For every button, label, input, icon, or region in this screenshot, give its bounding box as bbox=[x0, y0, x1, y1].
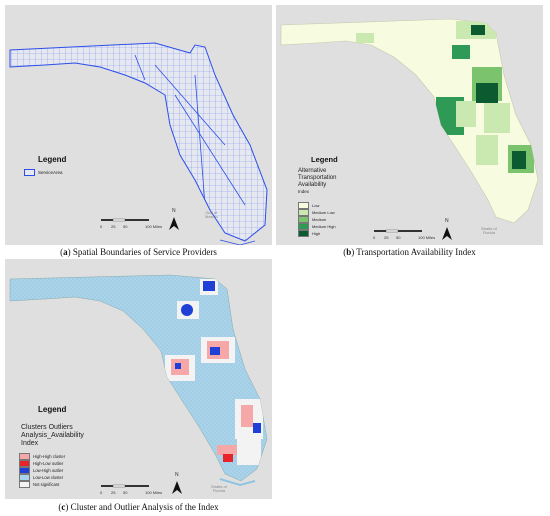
north-label: N bbox=[445, 218, 449, 224]
north-arrow-icon bbox=[172, 481, 182, 494]
legend-subtitle-line: Analysis_Availability bbox=[21, 432, 84, 440]
scale-bar bbox=[101, 484, 149, 488]
legend-item: Low-High outlier bbox=[19, 467, 63, 474]
florida-map-cluster-outlier bbox=[9, 274, 268, 487]
legend-label: Medium High bbox=[312, 224, 336, 229]
legend-item: High-Low outlier bbox=[19, 460, 63, 467]
scale-tick: 25 bbox=[111, 490, 116, 495]
legend-subtitle-line: Availability bbox=[298, 181, 327, 188]
legend-subtitle: Clusters Outliers Analysis_Availability … bbox=[21, 424, 84, 448]
scale-tick: 25 bbox=[384, 235, 389, 240]
legend-swatch bbox=[19, 460, 30, 467]
legend-label: Medium Low bbox=[312, 210, 335, 215]
place-label-line: Gulf of bbox=[205, 210, 218, 215]
legend-label: Medium bbox=[312, 217, 327, 222]
legend-swatch bbox=[19, 467, 30, 474]
legend-item: Medium Low bbox=[298, 209, 335, 216]
place-label-line: Florida bbox=[212, 488, 226, 494]
caption-letter: (c) bbox=[58, 502, 69, 512]
caption-letter: (a) bbox=[60, 247, 71, 257]
legend-item: Low-Low cluster bbox=[19, 474, 63, 481]
place-label: Straits of Florida bbox=[481, 226, 497, 236]
legend-item: High-High cluster bbox=[19, 453, 65, 460]
legend-label: Low-Low cluster bbox=[33, 475, 64, 480]
legend-label: ServiceArea bbox=[38, 170, 63, 175]
map-panel-a: Legend ServiceArea 0 25 50 100 Miles N bbox=[5, 5, 272, 245]
scale-bar bbox=[101, 218, 149, 222]
caption-b: (b) Transportation Availability Index bbox=[276, 247, 543, 257]
place-label: Gulf of Mexico bbox=[205, 210, 218, 220]
legend-item: Medium bbox=[298, 216, 326, 223]
caption-text: Cluster and Outlier Analysis of the Inde… bbox=[70, 502, 219, 512]
north-arrow-icon bbox=[442, 227, 452, 240]
legend-label: High-Low outlier bbox=[33, 461, 64, 466]
legend-swatch bbox=[298, 202, 309, 209]
caption-text: Transportation Availability Index bbox=[356, 247, 476, 257]
map-panel-b: Legend Alternative Transportation Availa… bbox=[276, 5, 543, 245]
legend-swatch bbox=[19, 453, 30, 460]
legend-subtitle-line: Alternative bbox=[298, 168, 327, 174]
legend-subtitle-line: Transportation bbox=[298, 174, 337, 181]
place-label-line: Straits of bbox=[211, 484, 227, 489]
legend-title: Legend bbox=[311, 155, 338, 164]
scale-tick: 50 bbox=[123, 224, 128, 229]
legend-item: Medium High bbox=[298, 223, 336, 230]
legend-item: High bbox=[298, 230, 320, 237]
legend-swatch bbox=[298, 230, 309, 237]
scale-tick: 50 bbox=[396, 235, 401, 240]
north-label: N bbox=[172, 208, 176, 214]
legend-title: Legend bbox=[38, 155, 67, 164]
scale-tick: 0 bbox=[373, 235, 376, 240]
legend-label: Not significant bbox=[33, 482, 60, 487]
place-label: Straits of Florida bbox=[211, 484, 227, 494]
scale-tick: 0 bbox=[100, 490, 103, 495]
legend-label: Low bbox=[312, 203, 320, 208]
scale-tick: 100 Miles bbox=[418, 235, 436, 240]
north-arrow-icon bbox=[169, 217, 179, 230]
scale-tick: 25 bbox=[111, 224, 116, 229]
scale-tick: 50 bbox=[123, 490, 128, 495]
legend-subtitle-line: Clusters Outliers bbox=[21, 424, 73, 431]
florida-map-service-areas bbox=[9, 42, 268, 245]
legend-label: High-High cluster bbox=[33, 454, 66, 459]
legend-swatch bbox=[19, 474, 30, 481]
legend-subtitle: Alternative Transportation Availability … bbox=[298, 168, 336, 194]
legend-swatch bbox=[19, 481, 30, 488]
scale-tick: 0 bbox=[100, 224, 103, 229]
map-panel-c: Legend Clusters Outliers Analysis_Availa… bbox=[5, 259, 272, 499]
legend-swatch bbox=[298, 209, 309, 216]
legend-item: ServiceArea bbox=[24, 169, 63, 176]
caption-c: (c) Cluster and Outlier Analysis of the … bbox=[5, 502, 272, 512]
north-label: N bbox=[175, 472, 179, 478]
legend-swatch bbox=[298, 216, 309, 223]
place-label-line: Florida bbox=[482, 230, 496, 236]
caption-text: Spatial Boundaries of Service Providers bbox=[72, 247, 217, 257]
legend-swatch bbox=[24, 169, 35, 176]
caption-a: (a) Spatial Boundaries of Service Provid… bbox=[5, 247, 272, 257]
legend-item: Low bbox=[298, 202, 319, 209]
scale-tick: 100 Miles bbox=[145, 224, 163, 229]
caption-letter: (b) bbox=[343, 247, 355, 257]
legend-title: Legend bbox=[38, 405, 67, 414]
legend-item: Not significant bbox=[19, 481, 59, 488]
place-label-line: Mexico bbox=[205, 214, 218, 220]
florida-map-availability-index bbox=[280, 18, 539, 224]
place-label-line: Straits of bbox=[481, 226, 497, 231]
legend-swatch bbox=[298, 223, 309, 230]
legend-label: High bbox=[312, 231, 321, 236]
scale-tick: 100 Miles bbox=[145, 490, 163, 495]
legend-label: Low-High outlier bbox=[33, 468, 64, 473]
legend-subtitle-line: Index bbox=[298, 188, 310, 194]
legend-subtitle-line: Index bbox=[21, 440, 39, 448]
scale-bar bbox=[374, 229, 422, 233]
